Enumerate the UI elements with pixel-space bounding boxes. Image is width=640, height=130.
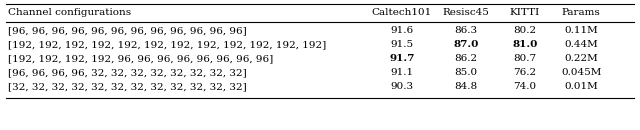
Text: 80.2: 80.2	[513, 26, 536, 35]
Text: 81.0: 81.0	[512, 40, 538, 49]
Text: [96, 96, 96, 96, 96, 96, 96, 96, 96, 96, 96, 96]: [96, 96, 96, 96, 96, 96, 96, 96, 96, 96,…	[8, 26, 246, 35]
Text: 91.5: 91.5	[390, 40, 413, 49]
Text: 91.7: 91.7	[389, 54, 415, 63]
Text: 0.01M: 0.01M	[564, 82, 598, 91]
Text: 91.1: 91.1	[390, 68, 413, 77]
Text: Resisc45: Resisc45	[442, 8, 490, 17]
Text: 90.3: 90.3	[390, 82, 413, 91]
Text: [32, 32, 32, 32, 32, 32, 32, 32, 32, 32, 32, 32]: [32, 32, 32, 32, 32, 32, 32, 32, 32, 32,…	[8, 82, 246, 91]
Text: Caltech101: Caltech101	[372, 8, 432, 17]
Text: [192, 192, 192, 192, 192, 192, 192, 192, 192, 192, 192, 192]: [192, 192, 192, 192, 192, 192, 192, 192,…	[8, 40, 326, 49]
Text: 86.3: 86.3	[454, 26, 477, 35]
Text: [192, 192, 192, 192, 96, 96, 96, 96, 96, 96, 96, 96]: [192, 192, 192, 192, 96, 96, 96, 96, 96,…	[8, 54, 273, 63]
Text: 84.8: 84.8	[454, 82, 477, 91]
Text: [96, 96, 96, 96, 32, 32, 32, 32, 32, 32, 32, 32]: [96, 96, 96, 96, 32, 32, 32, 32, 32, 32,…	[8, 68, 246, 77]
Text: 76.2: 76.2	[513, 68, 536, 77]
Text: 0.045M: 0.045M	[561, 68, 602, 77]
Text: 80.7: 80.7	[513, 54, 536, 63]
Text: Params: Params	[562, 8, 600, 17]
Text: 85.0: 85.0	[454, 68, 477, 77]
Text: KITTI: KITTI	[509, 8, 540, 17]
Text: 0.22M: 0.22M	[564, 54, 598, 63]
Text: 86.2: 86.2	[454, 54, 477, 63]
Text: 91.6: 91.6	[390, 26, 413, 35]
Text: Channel configurations: Channel configurations	[8, 8, 131, 17]
Text: 87.0: 87.0	[453, 40, 479, 49]
Text: 0.44M: 0.44M	[564, 40, 598, 49]
Text: 0.11M: 0.11M	[564, 26, 598, 35]
Text: 74.0: 74.0	[513, 82, 536, 91]
